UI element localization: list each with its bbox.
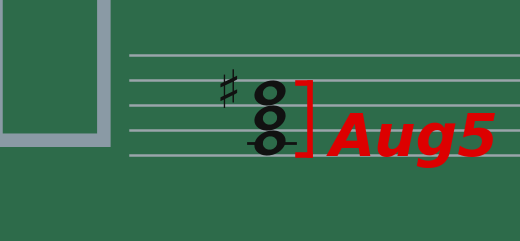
Ellipse shape bbox=[254, 106, 285, 131]
Ellipse shape bbox=[263, 136, 277, 150]
Ellipse shape bbox=[263, 111, 277, 125]
Ellipse shape bbox=[263, 86, 277, 100]
Text: 𝄞: 𝄞 bbox=[0, 0, 123, 155]
Text: ♯: ♯ bbox=[215, 67, 241, 119]
Ellipse shape bbox=[254, 130, 285, 155]
Text: Aug5: Aug5 bbox=[330, 112, 499, 168]
Ellipse shape bbox=[254, 80, 285, 106]
